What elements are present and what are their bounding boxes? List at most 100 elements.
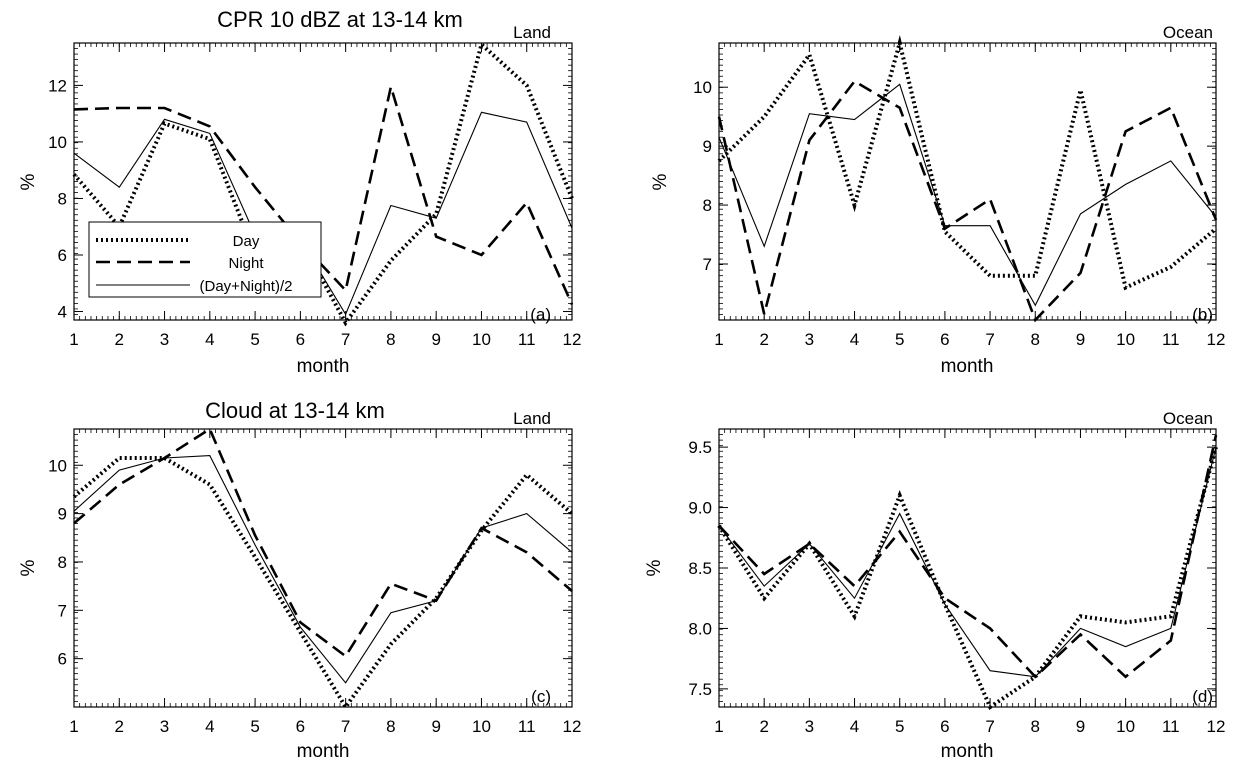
panel-a-panel-label: (a): [530, 305, 551, 324]
panel-c-title: Cloud at 13-14 km: [205, 398, 385, 423]
panel-d-x-tick-label: 2: [759, 717, 768, 736]
panel-b-region-label: Ocean: [1163, 23, 1213, 42]
panel-c-panel-label: (c): [531, 687, 551, 706]
panel-d-x-tick-label: 10: [1116, 717, 1135, 736]
panel-c-xlabel: month: [297, 741, 350, 762]
panel-c-x-tick-label: 2: [115, 717, 124, 736]
panel-a-xlabel: month: [297, 356, 350, 377]
panel-a-region-label: Land: [513, 23, 551, 42]
panel-b-x-tick-label: 2: [759, 330, 768, 349]
panel-a-series-dashed: [73, 81, 574, 306]
panel-c-y-tick-label: 9: [58, 505, 67, 524]
panel-a-x-tick-label: 7: [341, 330, 350, 349]
panel-a-ylabel: %: [18, 173, 39, 190]
panel-c-x-tick-label: 3: [160, 717, 169, 736]
panel-c-y-tick-label: 7: [58, 601, 67, 620]
panel-b-x-tick-label: 11: [1162, 330, 1180, 349]
panel-a-x-tick-label: 11: [518, 330, 536, 349]
panel-a-x-tick-label: 2: [115, 330, 124, 349]
panel-a-series: [72, 40, 574, 327]
panel-c-region-label: Land: [513, 409, 551, 428]
panel-d-y-tick-label: 7.5: [688, 680, 712, 699]
panel-b-series-solid: [718, 83, 1217, 307]
panel-a: CPR 10 dBZ at 13-14 km Land (a) month % …: [18, 7, 581, 377]
panel-d-x-tick-label: 6: [940, 717, 949, 736]
panel-b-series: [717, 35, 1218, 323]
panel-c-series-solid: [73, 455, 573, 684]
panel-b-x-tick-label: 1: [714, 330, 723, 349]
legend: Day Night (Day+Night)/2: [88, 221, 322, 298]
panel-c-x-tick-label: 4: [205, 717, 214, 736]
panel-d-x-tick-label: 4: [850, 717, 859, 736]
panel-c-frame: [73, 428, 573, 708]
panel-d-ticks: 1 2 3 4 5 6 7 8 9 10 11 127.58.08.59.09.5: [688, 429, 1225, 736]
panel-b-x-tick-label: 3: [805, 330, 814, 349]
panel-a-x-tick-label: 8: [386, 330, 395, 349]
panel-b-x-tick-label: 6: [940, 330, 949, 349]
panel-a-y-tick-label: 12: [48, 76, 67, 95]
panel-c-x-tick-label: 6: [296, 717, 305, 736]
panel-d-series-dotted: [717, 446, 1218, 710]
panel-b-x-tick-label: 12: [1207, 330, 1226, 349]
panel-a-x-tick-label: 5: [250, 330, 259, 349]
panel-d-x-tick-label: 8: [1031, 717, 1040, 736]
panel-a-frame: [73, 42, 573, 321]
panel-d-ylabel: %: [644, 559, 665, 576]
panel-b-frame: [718, 42, 1217, 321]
panel-c-y-tick-label: 8: [58, 553, 67, 572]
panel-d-xlabel: month: [941, 741, 994, 762]
panel-d: Ocean (d) month % 1 2 3 4 5 6 7 8 9 10 11 127.58.08…: [644, 409, 1225, 762]
panel-d-series: [717, 434, 1218, 710]
panel-d-x-tick-label: 1: [714, 717, 723, 736]
panel-a-x-tick-label: 6: [296, 330, 305, 349]
panel-a-x-tick-label: 3: [160, 330, 169, 349]
panel-a-y-tick-label: 4: [58, 303, 67, 322]
panel-c-series-dotted: [72, 456, 574, 711]
panel-d-x-tick-label: 5: [895, 717, 904, 736]
panel-d-y-tick-label: 9.5: [688, 438, 712, 457]
panel-a-title: CPR 10 dBZ at 13-14 km: [217, 7, 463, 32]
panel-b-x-tick-label: 10: [1116, 330, 1135, 349]
panel-b-x-tick-label: 4: [850, 330, 859, 349]
panel-b-y-tick-label: 7: [703, 255, 712, 274]
panel-b-ylabel: %: [650, 173, 671, 190]
legend-mean-label: (Day+Night)/2: [200, 278, 293, 295]
panel-d-panel-label: (d): [1192, 687, 1213, 706]
panel-b-x-tick-label: 5: [895, 330, 904, 349]
panel-c-x-tick-label: 8: [386, 717, 395, 736]
panel-c-x-tick-label: 12: [563, 717, 582, 736]
panel-d-region-label: Ocean: [1163, 409, 1213, 428]
panel-c-x-tick-label: 7: [341, 717, 350, 736]
panel-d-y-tick-label: 8.5: [688, 559, 712, 578]
panel-c-series: [72, 427, 574, 711]
panel-a-x-tick-label: 9: [431, 330, 440, 349]
panel-c-x-tick-label: 9: [431, 717, 440, 736]
panel-b-y-tick-label: 10: [693, 78, 712, 97]
panel-d-y-tick-label: 8.0: [688, 619, 712, 638]
legend-day-label: Day: [233, 233, 260, 250]
panel-b-xlabel: month: [941, 356, 994, 377]
panel-d-series-dashed: [718, 434, 1218, 679]
panel-d-x-tick-label: 9: [1076, 717, 1085, 736]
panel-a-series-solid: [73, 111, 573, 316]
panel-c-y-tick-label: 10: [48, 456, 67, 475]
panel-a-x-tick-label: 4: [205, 330, 214, 349]
panel-c-ylabel: %: [18, 559, 39, 576]
panel-c-x-tick-label: 10: [472, 717, 491, 736]
legend-night-label: Night: [228, 255, 264, 272]
panel-c-x-tick-label: 5: [250, 717, 259, 736]
panel-d-x-tick-label: 3: [805, 717, 814, 736]
panel-d-frame: [718, 428, 1217, 708]
panel-b-x-tick-label: 8: [1031, 330, 1040, 349]
panel-a-y-tick-label: 6: [58, 246, 67, 265]
panel-c-y-tick-label: 6: [58, 650, 67, 669]
panel-a-x-tick-label: 10: [472, 330, 491, 349]
panel-c-series-dashed: [73, 427, 573, 659]
panel-c-x-tick-label: 11: [518, 717, 536, 736]
